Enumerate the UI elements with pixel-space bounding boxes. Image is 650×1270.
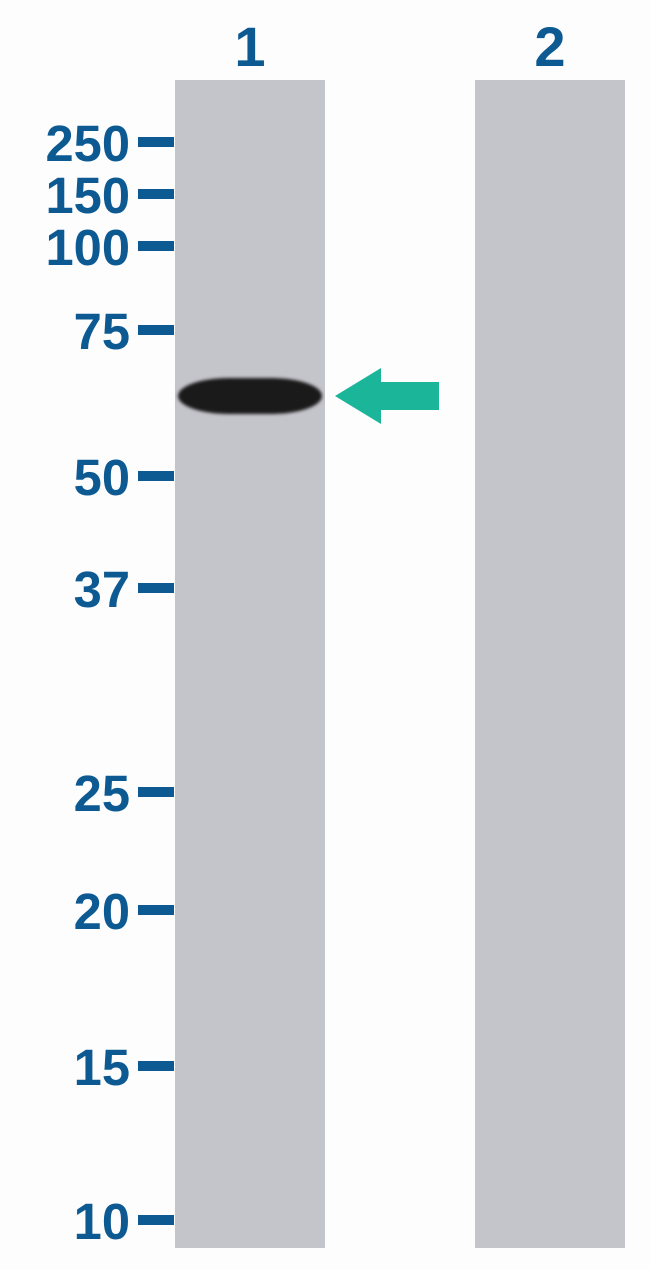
mw-label-37: 37 bbox=[10, 560, 130, 619]
mw-label-250: 250 bbox=[10, 114, 130, 173]
mw-tick-15 bbox=[138, 1061, 174, 1071]
mw-tick-100 bbox=[138, 241, 174, 251]
band-indicator-arrow-icon bbox=[335, 368, 439, 424]
mw-tick-20 bbox=[138, 905, 174, 915]
mw-label-15: 15 bbox=[10, 1038, 130, 1097]
mw-label-150: 150 bbox=[10, 166, 130, 225]
mw-tick-50 bbox=[138, 471, 174, 481]
lane-1-header: 1 bbox=[175, 14, 325, 79]
mw-label-20: 20 bbox=[10, 882, 130, 941]
mw-tick-10 bbox=[138, 1215, 174, 1225]
mw-label-100: 100 bbox=[10, 218, 130, 277]
lane-1 bbox=[175, 80, 325, 1248]
mw-label-50: 50 bbox=[10, 448, 130, 507]
mw-tick-150 bbox=[138, 189, 174, 199]
mw-tick-250 bbox=[138, 137, 174, 147]
mw-label-25: 25 bbox=[10, 764, 130, 823]
western-blot-figure: 1 2 250 150 100 75 50 37 25 20 15 10 bbox=[0, 0, 650, 1270]
mw-label-10: 10 bbox=[10, 1192, 130, 1251]
protein-band-lane1 bbox=[178, 378, 322, 414]
lane-2-header: 2 bbox=[475, 14, 625, 79]
mw-label-75: 75 bbox=[10, 302, 130, 361]
mw-tick-25 bbox=[138, 787, 174, 797]
mw-tick-75 bbox=[138, 325, 174, 335]
mw-tick-37 bbox=[138, 583, 174, 593]
lane-2 bbox=[475, 80, 625, 1248]
